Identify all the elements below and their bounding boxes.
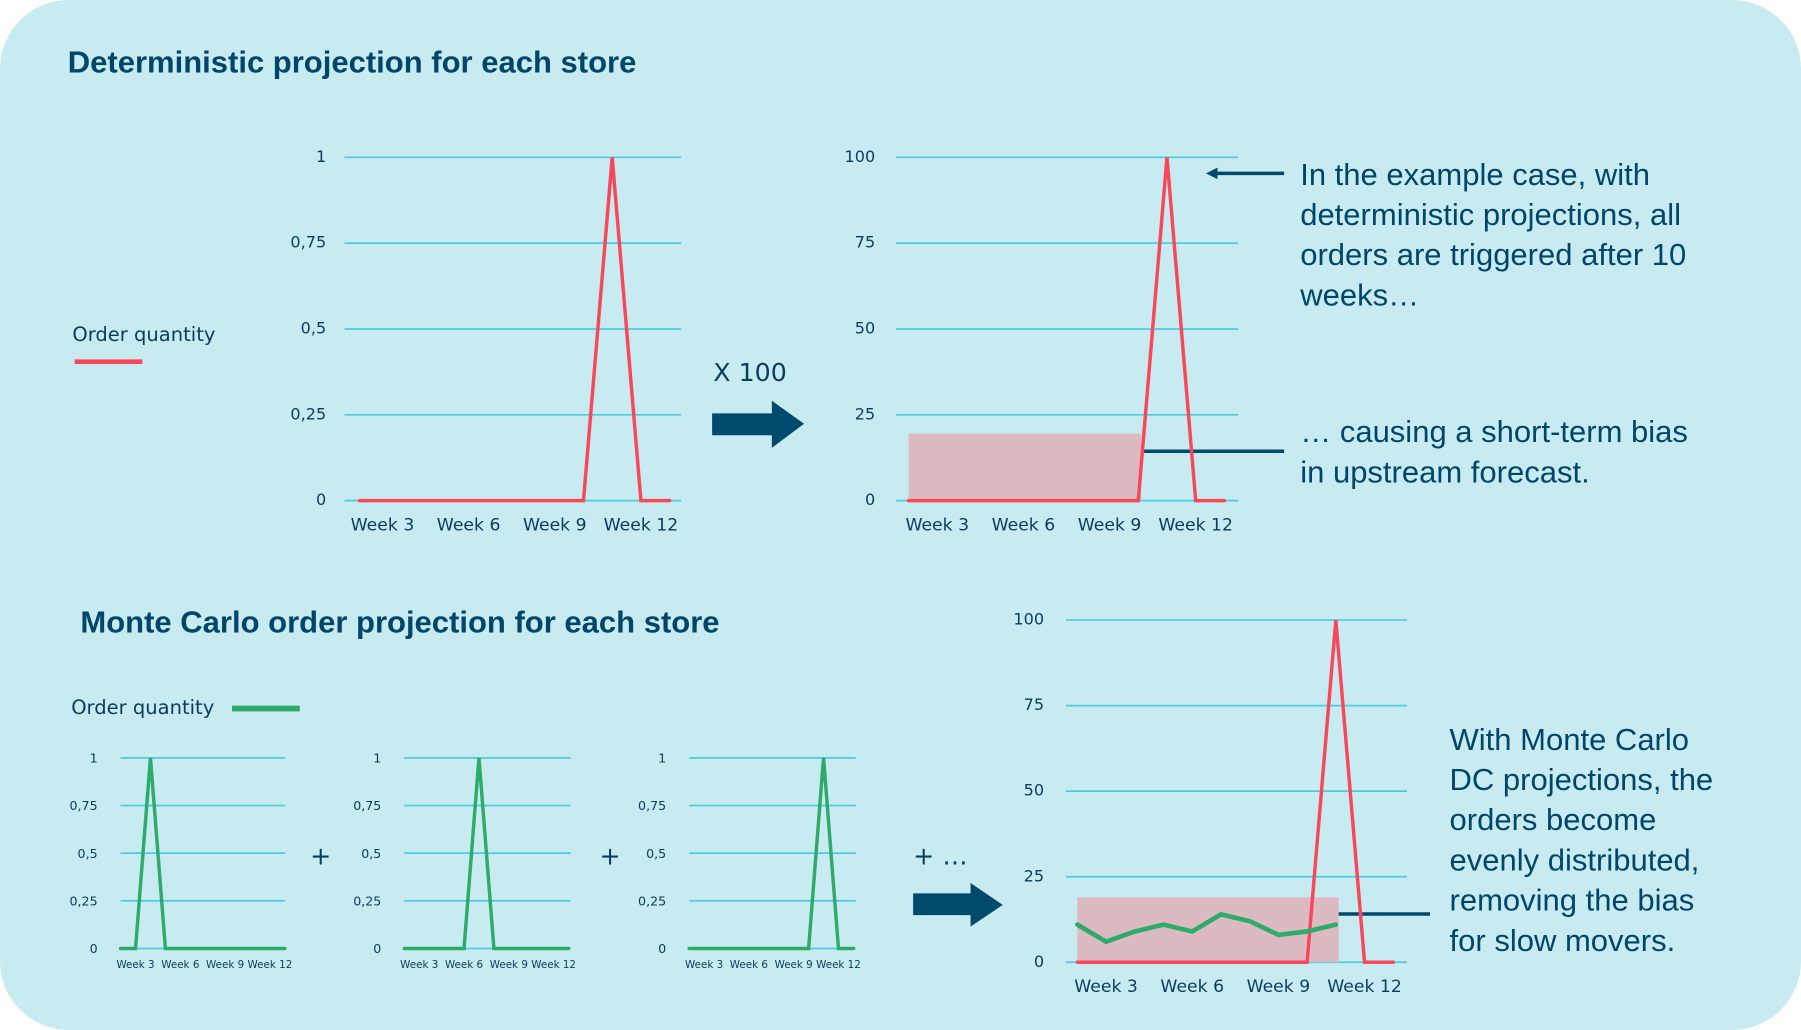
x-tick-label: Week 6 <box>161 959 199 971</box>
y-tick-label: 0 <box>316 490 326 509</box>
annotation-deterministic: In the example case, with deterministic … <box>1299 157 1695 313</box>
x-tick-label: Week 3 <box>905 516 969 536</box>
x-tick-label: Week 12 <box>1158 516 1233 536</box>
y-tick-label: 0,25 <box>353 893 381 908</box>
y-tick-label: 100 <box>845 147 876 166</box>
multiplier-label: X 100 <box>713 358 787 387</box>
chart-dc-monte-carlo: 0 25 50 75 100 Week 3 Week 6 Week 9 Week 12 <box>1013 610 1408 997</box>
x-tick-label: Week 6 <box>437 516 501 536</box>
series-line-monte-carlo <box>1075 911 1339 945</box>
chart-store-deterministic: 0 0,25 0,5 0,75 1 Week 3 Week 6 Week 9 Week 12 <box>290 147 682 536</box>
x-tick-label: Week 6 <box>445 959 483 971</box>
chart-dc-deterministic: 0 25 50 75 100 Week 3 Week 6 Week 9 Week 12 <box>845 147 1239 536</box>
x-tick-label: Week 12 <box>531 959 576 971</box>
y-tick-label: 1 <box>90 750 98 765</box>
annotation-monte-carlo: With Monte Carlo DC projections, the ord… <box>1450 722 1722 958</box>
x-tick-label: Week 12 <box>248 959 293 971</box>
chart-mc-sample-3: 0 0,25 0,5 0,75 1 Week 3 Week 6 Week 9 Week 12 <box>638 750 861 971</box>
chart-mc-sample-2: 0 0,25 0,5 0,75 1 Week 3 Week 6 Week 9 Week 12 <box>353 750 576 971</box>
y-tick-label: 1 <box>658 750 666 765</box>
x-tick-label: Week 3 <box>351 516 415 536</box>
x-tick-label: Week 12 <box>816 959 861 971</box>
top-legend-label: Order quantity <box>72 323 215 346</box>
x-tick-label: Week 3 <box>685 959 723 971</box>
y-tick-label: 0,25 <box>70 893 98 908</box>
arrowhead-icon <box>1206 167 1218 180</box>
y-tick-label: 0,75 <box>638 798 666 813</box>
x-tick-label: Week 3 <box>1074 977 1138 997</box>
x-tick-label: Week 9 <box>1078 516 1142 536</box>
y-tick-label: 0 <box>865 490 875 509</box>
y-tick-label: 0,75 <box>353 798 381 813</box>
x-tick-label: Week 3 <box>116 959 154 971</box>
y-tick-label: 50 <box>855 319 875 338</box>
y-tick-label: 0,5 <box>301 319 327 338</box>
y-tick-label: 0,75 <box>70 798 98 813</box>
x-tick-label: Week 9 <box>523 516 587 536</box>
y-tick-label: 25 <box>1024 866 1044 885</box>
y-tick-label: 0,25 <box>290 404 326 423</box>
y-tick-label: 75 <box>1024 695 1044 714</box>
bias-area <box>908 433 1142 501</box>
x-tick-label: Week 3 <box>400 959 438 971</box>
y-tick-label: 0,5 <box>361 846 381 861</box>
top-section-title: Deterministic projection for each store <box>68 44 637 79</box>
x-tick-label: Week 9 <box>775 959 813 971</box>
y-tick-label: 75 <box>855 233 875 252</box>
y-tick-label: 1 <box>316 147 326 166</box>
y-tick-label: 0 <box>1034 952 1044 971</box>
x-tick-label: Week 6 <box>1160 977 1224 997</box>
y-tick-label: 1 <box>373 750 381 765</box>
x-tick-label: Week 9 <box>206 959 244 971</box>
right-arrow-icon <box>913 883 1003 927</box>
plus-sign-2: + <box>600 842 621 871</box>
bottom-legend-label: Order quantity <box>71 696 214 719</box>
plus-more-sign: + … <box>913 842 967 871</box>
x-tick-label: Week 6 <box>992 516 1056 536</box>
x-tick-label: Week 12 <box>604 516 679 536</box>
annotation-bias: … causing a short-term bias in upstream … <box>1300 414 1696 489</box>
y-tick-label: 0 <box>658 941 666 956</box>
bottom-section-title: Monte Carlo order projection for each st… <box>80 605 719 640</box>
right-arrow-icon <box>712 400 805 448</box>
plus-sign-1: + <box>310 842 331 871</box>
y-tick-label: 0,25 <box>638 893 666 908</box>
y-tick-label: 0 <box>373 941 381 956</box>
x-tick-label: Week 9 <box>490 959 528 971</box>
x-tick-label: Week 6 <box>730 959 768 971</box>
bias-area <box>1077 897 1339 963</box>
y-tick-label: 0 <box>90 941 98 956</box>
y-tick-label: 0,5 <box>78 846 98 861</box>
y-tick-label: 0,5 <box>646 846 666 861</box>
y-tick-label: 25 <box>855 404 875 423</box>
chart-mc-sample-1: 0 0,25 0,5 0,75 1 Week 3 Week 6 Week 9 Week 12 <box>70 750 293 971</box>
y-tick-label: 100 <box>1013 610 1044 629</box>
x-tick-label: Week 9 <box>1247 977 1311 997</box>
y-tick-label: 0,75 <box>290 233 326 252</box>
y-tick-label: 50 <box>1024 781 1044 800</box>
x-tick-label: Week 12 <box>1327 977 1402 997</box>
